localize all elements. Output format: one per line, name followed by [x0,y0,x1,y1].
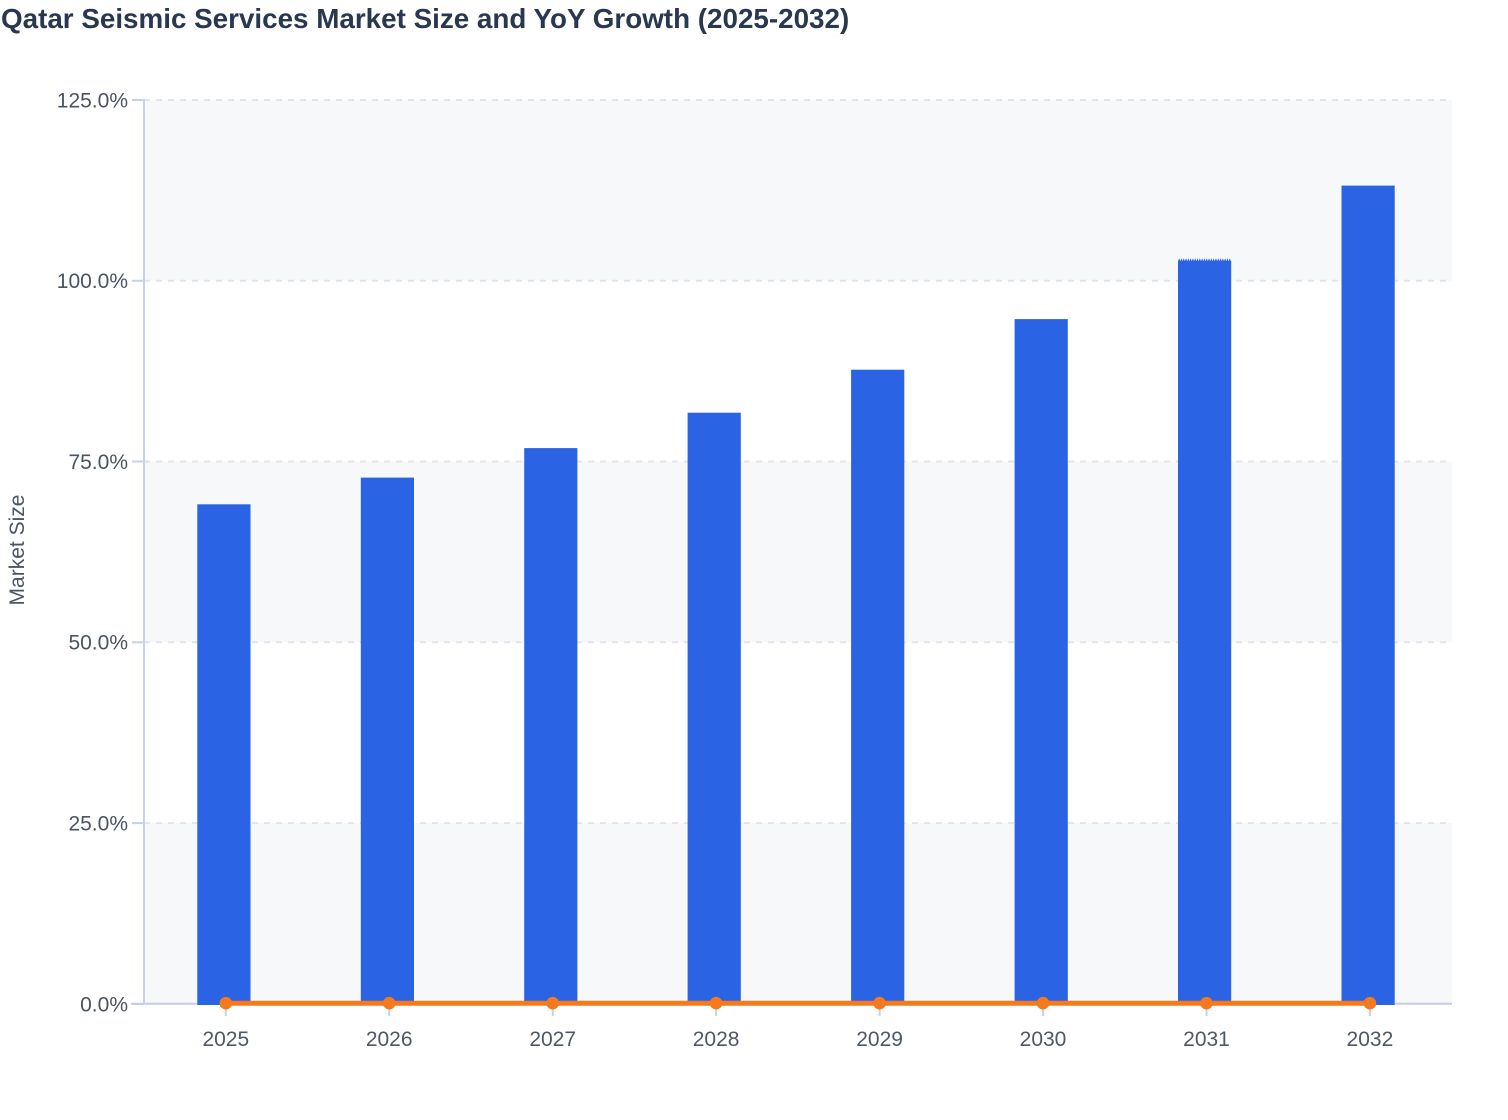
svg-text:2025: 2025 [202,1028,249,1051]
svg-text:100.0%: 100.0% [57,270,128,293]
svg-text:2027: 2027 [529,1028,576,1051]
svg-text:2032: 2032 [1347,1028,1394,1051]
svg-text:Market Size: Market Size [6,495,29,606]
svg-text:2028: 2028 [693,1028,740,1051]
svg-text:2026: 2026 [366,1028,413,1051]
svg-text:25.0%: 25.0% [68,813,128,836]
svg-text:Qatar Seismic Services Market: Qatar Seismic Services Market Size and Y… [1,3,849,34]
svg-text:50.0%: 50.0% [68,632,128,655]
svg-text:125.0%: 125.0% [57,89,128,112]
svg-text:2029: 2029 [856,1028,903,1051]
svg-text:0.0%: 0.0% [80,993,128,1016]
svg-text:75.0%: 75.0% [68,451,128,474]
svg-text:2031: 2031 [1183,1028,1230,1051]
svg-text:2030: 2030 [1020,1028,1067,1051]
